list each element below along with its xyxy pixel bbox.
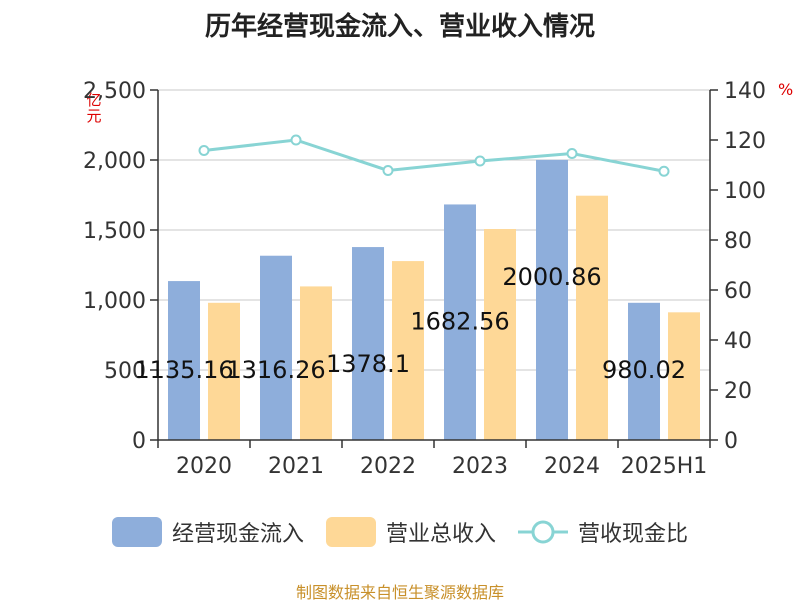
- ratio-line: [203, 138, 665, 173]
- legend-swatch-revenue: [325, 517, 376, 547]
- bar-cash-inflow: [260, 255, 292, 440]
- bar-cash-inflow: [536, 159, 568, 441]
- data-label-cash-inflow: 1682.56: [410, 307, 509, 335]
- bar-cash-inflow: [352, 247, 384, 440]
- y-right-tick-label: 40: [724, 329, 752, 354]
- legend-label-cash-inflow: 经营现金流入: [171, 522, 304, 547]
- y-left-tick-label: 1,000: [83, 289, 146, 314]
- y-left-tick-label: 2,500: [83, 79, 146, 104]
- ratio-point: [198, 145, 210, 156]
- y-right-tick-label: 60: [724, 279, 752, 304]
- data-label-cash-inflow: 980.02: [602, 356, 686, 384]
- ratio-point: [566, 148, 578, 159]
- source-footer: 制图数据来自恒生聚源数据库: [295, 583, 504, 602]
- ratio-point: [290, 134, 302, 146]
- legend-label-revenue: 营业总收入: [385, 522, 496, 547]
- y-left-tick-label: 0: [132, 429, 146, 454]
- x-tick-label: 2021: [268, 454, 324, 479]
- bar-revenue: [208, 302, 240, 440]
- data-label-cash-inflow: 1378.1: [326, 350, 410, 378]
- legend-item-ratio[interactable]: 营收现金比: [518, 516, 688, 548]
- y-right-tick-label: 80: [724, 229, 752, 254]
- y-right-tick-label: 0: [724, 429, 738, 454]
- x-tick-label: 2025H1: [621, 454, 708, 479]
- y-left-tick-label: 500: [104, 359, 146, 384]
- bar-revenue: [576, 195, 608, 440]
- bar-revenue: [668, 312, 700, 440]
- data-label-cash-inflow: 1316.26: [226, 356, 325, 384]
- ratio-point: [658, 165, 670, 177]
- data-label-cash-inflow: 1135.16: [134, 356, 233, 384]
- ratio-point: [382, 165, 394, 176]
- bar-cash-inflow: [168, 281, 200, 440]
- y-right-tick-label: 20: [724, 379, 752, 404]
- chart-title: 历年经营现金流入、营业收入情况: [204, 12, 595, 42]
- x-tick-label: 2023: [452, 454, 508, 479]
- x-tick-label: 2022: [360, 454, 416, 479]
- bar-revenue: [300, 286, 332, 440]
- x-tick-label: 2020: [176, 454, 232, 479]
- legend-item-revenue[interactable]: 营业总收入: [325, 516, 496, 548]
- bar-revenue: [484, 229, 516, 440]
- right-axis-unit: %: [778, 80, 794, 99]
- y-right-tick-label: 100: [724, 179, 766, 204]
- ratio-point: [474, 155, 486, 167]
- left-axis-unit: 亿元: [86, 91, 102, 125]
- y-right-tick-label: 120: [724, 129, 766, 154]
- bar-cash-inflow: [444, 204, 476, 440]
- legend-item-cash-inflow[interactable]: 经营现金流入: [111, 516, 304, 548]
- legend-label-ratio: 营收现金比: [578, 522, 689, 547]
- legend-swatch-cash-inflow: [111, 517, 162, 547]
- legend-swatch-ratio: [518, 520, 568, 544]
- y-right-tick-label: 140: [724, 79, 766, 104]
- bar-revenue: [392, 261, 424, 440]
- x-tick-label: 2024: [544, 454, 600, 479]
- legend: 经营现金流入 营业总收入 营收现金比: [0, 516, 800, 548]
- y-left-tick-label: 2,000: [83, 149, 146, 174]
- bar-cash-inflow: [628, 302, 660, 440]
- y-left-tick-label: 1,500: [83, 219, 146, 244]
- data-label-cash-inflow: 2000.86: [502, 263, 601, 291]
